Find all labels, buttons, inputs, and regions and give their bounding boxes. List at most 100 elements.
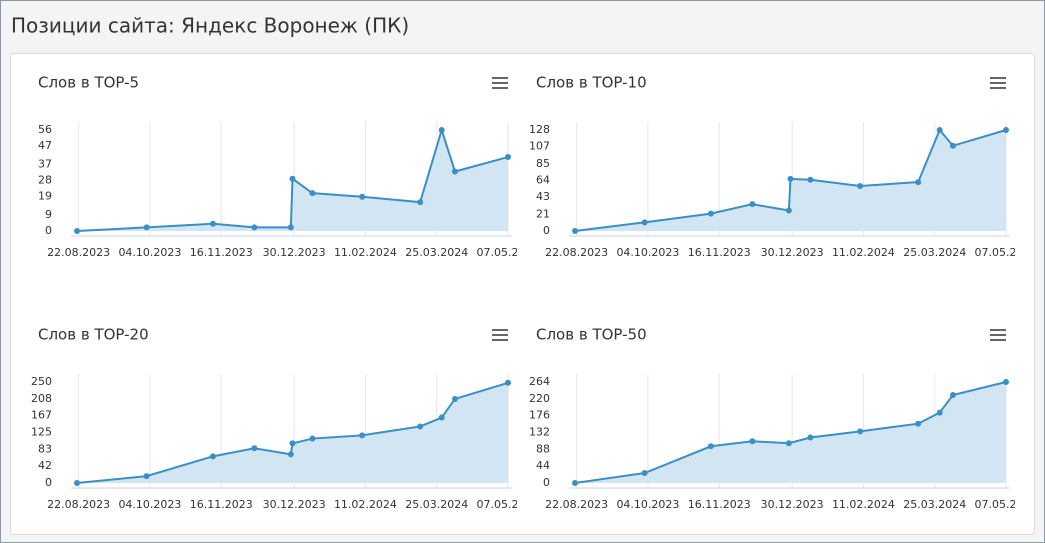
x-tick-label: 30.12.2023	[263, 498, 326, 511]
point	[707, 210, 714, 217]
y-tick-label: 37	[38, 157, 52, 170]
y-tick-label: 21	[536, 207, 550, 220]
line	[76, 381, 509, 484]
point	[707, 443, 714, 450]
point	[287, 451, 294, 458]
page-title: Позиции сайта: Яндекс Воронеж (ПК)	[11, 14, 409, 38]
point	[209, 220, 216, 227]
area	[77, 382, 508, 483]
point	[1003, 379, 1009, 385]
menu-icon	[492, 329, 508, 331]
x-tick-label: 07.05.2024	[477, 498, 540, 511]
point	[641, 219, 648, 226]
y-tick-label: 167	[31, 409, 52, 422]
menu-icon	[990, 334, 1006, 336]
y-tick-label: 64	[536, 174, 550, 187]
y-tick-label: 47	[38, 139, 52, 152]
x-tick-label: 30.12.2023	[761, 498, 824, 511]
menu-icon	[990, 82, 1006, 84]
y-tick-label: 0	[45, 224, 52, 237]
point	[572, 228, 578, 234]
point	[451, 395, 458, 402]
menu-icon	[990, 77, 1006, 79]
menu-icon	[492, 77, 508, 79]
y-tick-label: 9	[45, 208, 52, 221]
y-tick-label: 83	[38, 442, 52, 455]
x-tick-label: 16.11.2023	[688, 246, 751, 259]
point	[572, 480, 578, 486]
point	[749, 438, 756, 445]
x-tick-label: 25.03.2024	[405, 246, 468, 259]
menu-icon	[990, 339, 1006, 341]
point	[359, 432, 366, 439]
y-tick-label: 0	[45, 476, 52, 489]
point	[74, 228, 80, 234]
x-tick-label: 11.02.2024	[832, 498, 895, 511]
x-tick-label: 16.11.2023	[190, 498, 253, 511]
menu-icon	[990, 329, 1006, 331]
point	[143, 224, 150, 231]
point	[289, 440, 296, 447]
menu-icon	[492, 339, 508, 341]
point	[251, 224, 258, 231]
x-tick-label: 07.05.2024	[975, 246, 1038, 259]
y-tick-label: 19	[38, 190, 52, 203]
x-tick-label: 11.02.2024	[334, 246, 397, 259]
x-tick-label: 04.10.2023	[118, 246, 181, 259]
y-tick-label: 250	[31, 375, 52, 388]
point	[287, 224, 294, 231]
point	[505, 154, 511, 161]
menu-icon	[492, 82, 508, 84]
point	[251, 445, 258, 452]
point	[785, 207, 792, 214]
y-tick-label: 125	[31, 426, 52, 439]
menu-icon	[492, 87, 508, 89]
point	[438, 414, 445, 421]
point	[949, 392, 956, 399]
menu-icon	[990, 87, 1006, 89]
y-tick-label: 42	[38, 459, 52, 472]
chart: Слов в TOP-5 22.08.2023 04.10.2023 16.11.20…	[38, 74, 517, 260]
chart-title: Слов в TOP-5	[38, 74, 139, 92]
point	[359, 193, 366, 200]
x-tick-label: 30.12.2023	[761, 246, 824, 259]
y-tick-label: 43	[536, 190, 550, 203]
point	[785, 440, 792, 447]
y-tick-label: 107	[529, 140, 550, 153]
x-tick-label: 22.08.2023	[47, 246, 110, 259]
chart-title: Слов в TOP-10	[536, 74, 647, 92]
y-tick-label: 85	[536, 157, 550, 170]
x-tick-label: 22.08.2023	[47, 498, 110, 511]
x-tick-label: 04.10.2023	[616, 498, 679, 511]
y-tick-label: 132	[529, 426, 550, 439]
point	[807, 176, 814, 183]
point	[438, 127, 445, 133]
point	[857, 428, 864, 435]
x-tick-label: 11.02.2024	[334, 498, 397, 511]
x-tick-label: 30.12.2023	[263, 246, 326, 259]
line	[76, 126, 509, 232]
x-tick-label: 25.03.2024	[903, 498, 966, 511]
point	[451, 168, 458, 175]
chart: Слов в TOP-50 22.08.2023 04.10.2023 16.11.2…	[529, 326, 1038, 512]
x-tick-label: 22.08.2023	[545, 498, 608, 511]
point	[857, 183, 864, 190]
point	[749, 201, 756, 208]
x-tick-label: 25.03.2024	[405, 498, 468, 511]
menu-icon	[492, 334, 508, 336]
y-tick-label: 56	[38, 123, 52, 136]
point	[787, 175, 794, 182]
point	[949, 142, 956, 149]
point	[289, 175, 296, 182]
point	[936, 409, 943, 416]
point	[915, 179, 922, 186]
point	[417, 199, 424, 206]
chart-title: Слов в TOP-50	[536, 326, 647, 344]
y-tick-label: 176	[529, 409, 550, 422]
x-tick-label: 25.03.2024	[903, 246, 966, 259]
point	[309, 190, 316, 197]
x-tick-label: 07.05.2024	[975, 498, 1038, 511]
point	[505, 379, 511, 386]
point	[209, 453, 216, 460]
